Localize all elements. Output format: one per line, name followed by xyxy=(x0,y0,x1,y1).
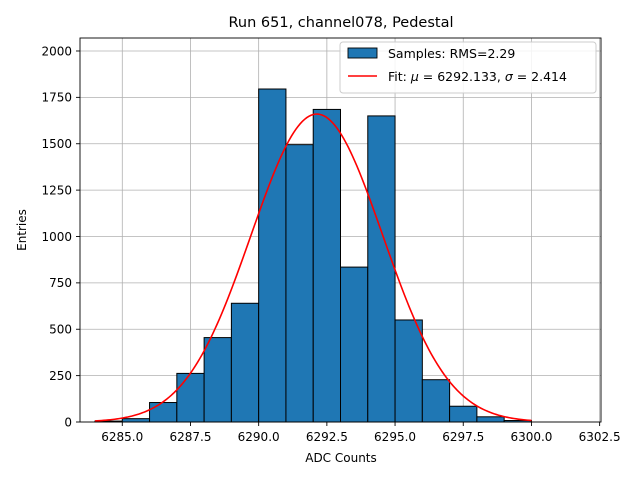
x-tick-label: 6297.5 xyxy=(442,430,484,444)
legend-swatch-samples xyxy=(347,47,378,59)
plot-frame xyxy=(79,37,602,423)
legend-fit-mu-symbol: μ xyxy=(410,69,419,84)
y-tick-label: 750 xyxy=(49,276,72,290)
legend-label-samples: Samples: RMS=2.29 xyxy=(388,46,515,61)
histogram-bar xyxy=(476,416,505,423)
x-tick-label: 6300.0 xyxy=(510,430,552,444)
legend-fit-sigma-value: = 2.414 xyxy=(513,69,567,84)
legend-fit-mu-value: = 6292.133, xyxy=(419,69,505,84)
chart-title: Run 651, channel078, Pedestal xyxy=(228,15,453,31)
legend: Samples: RMS=2.29 Fit: μ = 6292.133, σ =… xyxy=(339,41,597,94)
legend-fit-sigma-symbol: σ xyxy=(505,69,514,84)
histogram-bar xyxy=(121,418,151,423)
histogram-bar xyxy=(421,379,451,423)
y-tick-label: 250 xyxy=(49,369,72,383)
y-tick-label: 1750 xyxy=(41,91,72,105)
legend-box xyxy=(339,41,597,94)
histogram-bar xyxy=(176,372,205,423)
legend-fit-prefix: Fit: xyxy=(388,69,411,84)
histogram-bar xyxy=(449,405,478,423)
y-axis-label: Entries xyxy=(15,209,29,251)
x-tick-label: 6302.5 xyxy=(579,430,621,444)
histogram-bar xyxy=(285,144,314,423)
x-axis-ticks: 6285.0 6287.5 6290.0 6292.5 6295.0 6297.5 6300… xyxy=(101,422,621,444)
histogram-bar xyxy=(367,115,396,423)
histogram-bar xyxy=(312,108,341,423)
legend-label-fit: Fit: μ = 6292.133, σ = 2.414 xyxy=(388,69,567,84)
y-axis-ticks: 0 250 500 750 1000 1250 1500 1750 2000 xyxy=(41,44,80,429)
y-tick-label: 1250 xyxy=(41,183,72,197)
x-tick-label: 6290.0 xyxy=(238,430,280,444)
histogram-bar xyxy=(394,319,423,423)
x-tick-label: 6287.5 xyxy=(169,430,211,444)
y-tick-label: 1000 xyxy=(41,230,72,244)
histogram-bar xyxy=(203,337,232,423)
x-tick-label: 6295.0 xyxy=(374,430,416,444)
y-tick-label: 500 xyxy=(49,323,72,337)
fit-curve xyxy=(94,113,532,422)
histogram-bar xyxy=(230,302,260,423)
x-tick-label: 6285.0 xyxy=(101,430,143,444)
histogram-bar xyxy=(258,88,287,423)
y-tick-label: 2000 xyxy=(41,44,72,58)
y-tick-label: 1500 xyxy=(41,137,72,151)
histogram-bar xyxy=(340,266,369,423)
x-tick-label: 6292.5 xyxy=(306,430,348,444)
x-axis-label: ADC Counts xyxy=(305,451,377,465)
histogram-bar xyxy=(149,402,178,423)
y-tick-label: 0 xyxy=(64,415,72,429)
